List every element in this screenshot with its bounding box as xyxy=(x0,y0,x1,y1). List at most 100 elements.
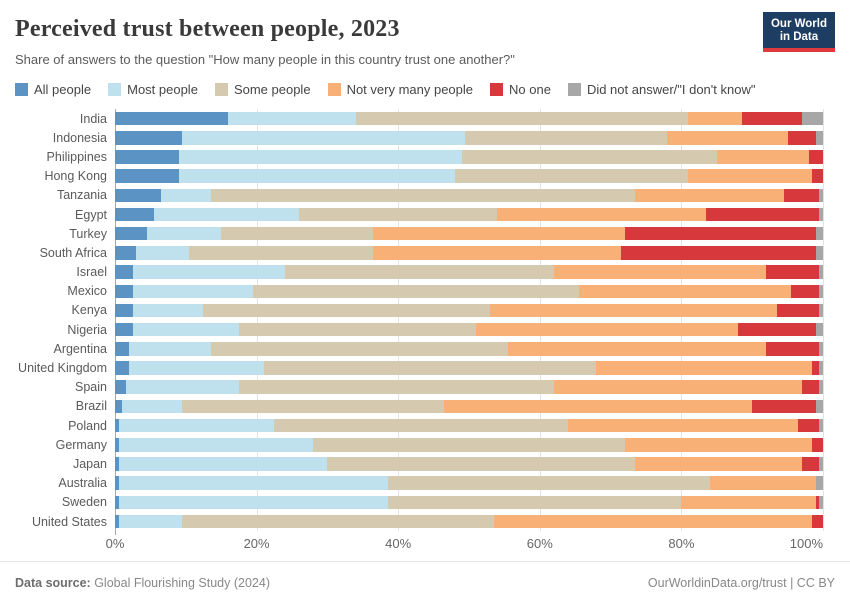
bar-segment-did-not-answer-i-don-t-know[interactable] xyxy=(819,207,823,222)
bar-segment-all-people[interactable] xyxy=(115,265,133,279)
bar-segment-did-not-answer-i-don-t-know[interactable] xyxy=(819,495,823,510)
legend-item-did-not-answer-i-don-t-know[interactable]: Did not answer/"I don't know" xyxy=(567,82,755,97)
bar-segment-did-not-answer-i-don-t-know[interactable] xyxy=(801,111,823,126)
bar-segment-no-one[interactable] xyxy=(812,438,823,452)
bar-segment-most-people[interactable] xyxy=(129,342,211,356)
bar-segment-no-one[interactable] xyxy=(621,246,816,260)
bar-segment-all-people[interactable] xyxy=(115,284,133,299)
bar-segment-no-one[interactable] xyxy=(706,207,820,222)
bar-segment-no-one[interactable] xyxy=(798,418,820,433)
legend-item-all-people[interactable]: All people xyxy=(15,82,91,97)
bar-segment-some-people[interactable] xyxy=(263,361,597,375)
bar-segment-not-very-many-people[interactable] xyxy=(373,246,622,260)
bar-segment-did-not-answer-i-don-t-know[interactable] xyxy=(819,418,823,433)
bar-segment-all-people[interactable] xyxy=(115,418,119,433)
bar-segment-some-people[interactable] xyxy=(253,284,579,299)
bar-segment-did-not-answer-i-don-t-know[interactable] xyxy=(815,246,823,260)
bar-segment-most-people[interactable] xyxy=(178,169,455,183)
bar-segment-some-people[interactable] xyxy=(387,476,710,490)
bar-segment-did-not-answer-i-don-t-know[interactable] xyxy=(819,265,823,279)
bar-segment-some-people[interactable] xyxy=(221,226,374,241)
bar-segment-not-very-many-people[interactable] xyxy=(553,380,802,394)
bar-segment-not-very-many-people[interactable] xyxy=(709,476,816,490)
legend-item-some-people[interactable]: Some people xyxy=(214,82,311,97)
bar-segment-some-people[interactable] xyxy=(461,150,717,164)
bar-segment-no-one[interactable] xyxy=(791,284,820,299)
bar-segment-most-people[interactable] xyxy=(132,284,254,299)
legend-item-no-one[interactable]: No one xyxy=(490,82,551,97)
bar-segment-all-people[interactable] xyxy=(115,438,119,452)
bar-segment-most-people[interactable] xyxy=(153,207,300,222)
bar-segment-most-people[interactable] xyxy=(136,246,190,260)
bar-segment-not-very-many-people[interactable] xyxy=(635,188,785,203)
bar-segment-no-one[interactable] xyxy=(808,150,823,164)
bar-segment-some-people[interactable] xyxy=(189,246,374,260)
bar-segment-most-people[interactable] xyxy=(118,514,183,529)
bar-segment-no-one[interactable] xyxy=(776,303,820,318)
bar-segment-most-people[interactable] xyxy=(161,188,211,203)
bar-segment-no-one[interactable] xyxy=(801,457,820,471)
bar-segment-no-one[interactable] xyxy=(741,111,802,126)
bar-segment-most-people[interactable] xyxy=(132,265,285,279)
bar-segment-not-very-many-people[interactable] xyxy=(373,226,625,241)
bar-segment-most-people[interactable] xyxy=(118,476,388,490)
bar-segment-did-not-answer-i-don-t-know[interactable] xyxy=(819,361,823,375)
bar-segment-most-people[interactable] xyxy=(182,131,466,145)
bar-segment-did-not-answer-i-don-t-know[interactable] xyxy=(819,457,823,471)
bar-segment-not-very-many-people[interactable] xyxy=(681,495,816,510)
bar-segment-no-one[interactable] xyxy=(738,322,816,337)
bar-segment-some-people[interactable] xyxy=(210,342,508,356)
bar-segment-all-people[interactable] xyxy=(115,131,183,145)
bar-segment-no-one[interactable] xyxy=(812,169,823,183)
bar-segment-all-people[interactable] xyxy=(115,514,119,529)
bar-segment-not-very-many-people[interactable] xyxy=(444,399,753,414)
bar-segment-all-people[interactable] xyxy=(115,111,229,126)
bar-segment-not-very-many-people[interactable] xyxy=(688,111,742,126)
bar-segment-not-very-many-people[interactable] xyxy=(667,131,788,145)
bar-segment-no-one[interactable] xyxy=(812,514,823,529)
bar-segment-no-one[interactable] xyxy=(766,265,820,279)
bar-segment-no-one[interactable] xyxy=(752,399,816,414)
bar-segment-all-people[interactable] xyxy=(115,342,130,356)
legend-item-not-very-many-people[interactable]: Not very many people xyxy=(327,82,473,97)
bar-segment-some-people[interactable] xyxy=(313,438,625,452)
bar-segment-some-people[interactable] xyxy=(355,111,689,126)
bar-segment-some-people[interactable] xyxy=(274,418,569,433)
owid-logo[interactable]: Our World in Data xyxy=(762,12,835,52)
credit-link[interactable]: OurWorldinData.org/trust | CC BY xyxy=(647,576,835,590)
bar-segment-most-people[interactable] xyxy=(122,399,183,414)
bar-segment-all-people[interactable] xyxy=(115,150,179,164)
bar-segment-did-not-answer-i-don-t-know[interactable] xyxy=(815,476,823,490)
bar-segment-did-not-answer-i-don-t-know[interactable] xyxy=(815,131,823,145)
bar-segment-all-people[interactable] xyxy=(115,380,126,394)
bar-segment-not-very-many-people[interactable] xyxy=(716,150,809,164)
bar-segment-not-very-many-people[interactable] xyxy=(476,322,738,337)
bar-segment-most-people[interactable] xyxy=(118,457,328,471)
bar-segment-all-people[interactable] xyxy=(115,188,162,203)
bar-segment-some-people[interactable] xyxy=(465,131,668,145)
bar-segment-some-people[interactable] xyxy=(299,207,498,222)
bar-segment-most-people[interactable] xyxy=(228,111,356,126)
bar-segment-some-people[interactable] xyxy=(284,265,554,279)
bar-segment-all-people[interactable] xyxy=(115,322,133,337)
bar-segment-most-people[interactable] xyxy=(118,438,314,452)
bar-segment-all-people[interactable] xyxy=(115,495,119,510)
bar-segment-most-people[interactable] xyxy=(125,380,239,394)
bar-segment-not-very-many-people[interactable] xyxy=(596,361,813,375)
bar-segment-not-very-many-people[interactable] xyxy=(490,303,777,318)
bar-segment-not-very-many-people[interactable] xyxy=(493,514,813,529)
bar-segment-all-people[interactable] xyxy=(115,476,119,490)
legend-item-most-people[interactable]: Most people xyxy=(108,82,198,97)
bar-segment-most-people[interactable] xyxy=(178,150,462,164)
bar-segment-most-people[interactable] xyxy=(132,322,239,337)
bar-segment-not-very-many-people[interactable] xyxy=(688,169,813,183)
bar-segment-some-people[interactable] xyxy=(182,514,494,529)
bar-segment-some-people[interactable] xyxy=(238,380,554,394)
bar-segment-no-one[interactable] xyxy=(624,226,816,241)
bar-segment-most-people[interactable] xyxy=(118,418,275,433)
bar-segment-did-not-answer-i-don-t-know[interactable] xyxy=(815,226,823,241)
bar-segment-no-one[interactable] xyxy=(787,131,816,145)
bar-segment-all-people[interactable] xyxy=(115,226,147,241)
bar-segment-not-very-many-people[interactable] xyxy=(624,438,813,452)
bar-segment-all-people[interactable] xyxy=(115,399,123,414)
